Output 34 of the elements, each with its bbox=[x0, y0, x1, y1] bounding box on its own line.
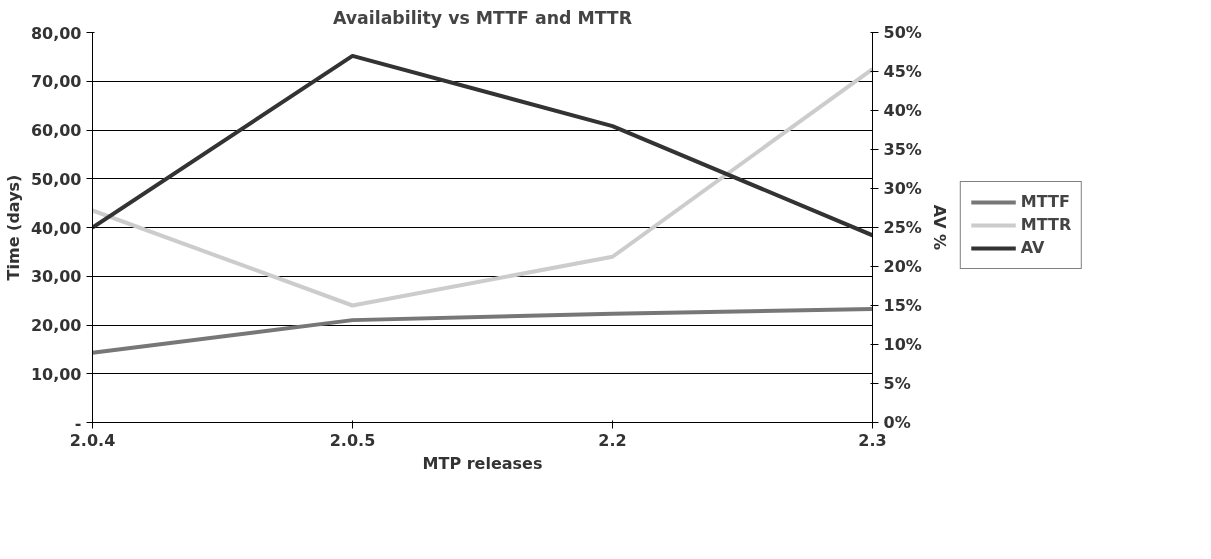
x-tick-label: 2.0.4 bbox=[69, 430, 116, 450]
y2-tick-label: 15% bbox=[883, 296, 922, 315]
y-tick-label: - bbox=[74, 413, 82, 433]
y2-tick-label: 5% bbox=[883, 374, 911, 393]
x-tick-label: 2.3 bbox=[858, 430, 887, 450]
line-series bbox=[92, 53, 873, 238]
legend-label: AV bbox=[1020, 238, 1045, 257]
y-tick-label: 10,00 bbox=[30, 364, 82, 384]
y2-tick-label: 0% bbox=[883, 413, 911, 432]
y2-tick-label: 20% bbox=[883, 257, 922, 276]
y-tick-label: 70,00 bbox=[30, 72, 82, 92]
y-tick-label: 30,00 bbox=[30, 267, 82, 287]
y2-tick-label: 35% bbox=[883, 140, 922, 159]
y2-tick-label: 25% bbox=[883, 218, 922, 237]
y-axis-title: Time (days) bbox=[3, 174, 23, 281]
y2-tick-label: 45% bbox=[883, 62, 922, 81]
x-tick-label: 2.2 bbox=[598, 430, 627, 450]
line-series bbox=[92, 67, 873, 308]
y2-axis-title: AV % bbox=[929, 204, 949, 251]
y2-tick-label: 30% bbox=[883, 179, 922, 198]
x-axis-title: MTP releases bbox=[422, 453, 543, 473]
y-tick-label: 40,00 bbox=[30, 218, 82, 238]
y-tick-label: 50,00 bbox=[30, 169, 82, 189]
chart-title: Availability vs MTTF and MTTR bbox=[332, 7, 633, 28]
y2-tick-label: 10% bbox=[883, 335, 922, 354]
x-tick-label: 2.0.5 bbox=[329, 430, 376, 450]
legend-label: MTTF bbox=[1020, 192, 1070, 211]
y-tick-label: 20,00 bbox=[30, 316, 82, 335]
legend-label: MTTR bbox=[1020, 215, 1072, 234]
y-tick-label: 60,00 bbox=[30, 121, 82, 140]
y-tick-label: 80,00 bbox=[30, 23, 82, 43]
y2-tick-label: 50% bbox=[883, 23, 922, 42]
line-series bbox=[92, 306, 873, 355]
y2-tick-label: 40% bbox=[883, 101, 922, 120]
